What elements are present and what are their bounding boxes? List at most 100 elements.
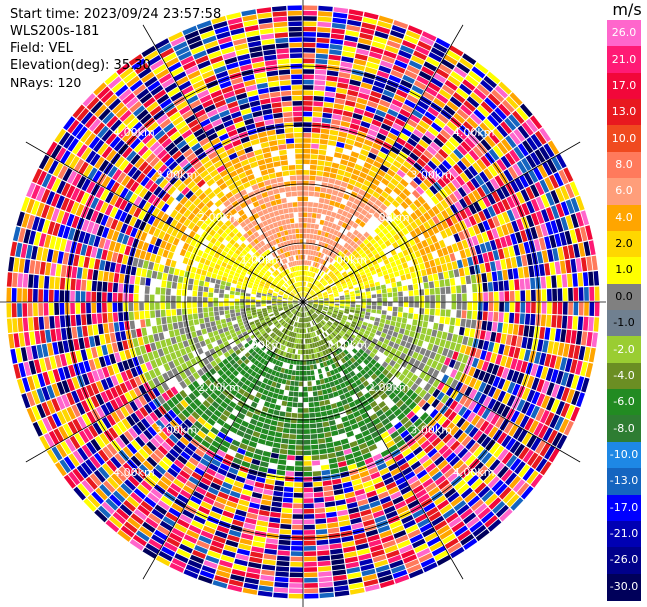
velocity-gate — [318, 576, 333, 583]
velocity-gate — [340, 280, 346, 285]
velocity-gate — [516, 482, 530, 496]
velocity-gate — [239, 345, 246, 352]
velocity-gate — [580, 226, 588, 242]
velocity-gate — [309, 272, 313, 277]
velocity-gate — [553, 172, 564, 187]
velocity-gate — [325, 193, 332, 200]
velocity-gate — [243, 372, 250, 379]
velocity-gate — [322, 389, 328, 395]
velocity-gate — [310, 309, 315, 313]
velocity-gate — [309, 255, 313, 261]
velocity-gate — [516, 218, 525, 231]
velocity-gate — [331, 564, 346, 571]
velocity-gate — [355, 351, 362, 358]
velocity-gate — [328, 420, 336, 426]
velocity-gate — [502, 490, 516, 504]
velocity-gate — [437, 459, 449, 470]
velocity-gate — [409, 230, 417, 238]
velocity-gate — [303, 328, 305, 334]
velocity-gate — [343, 105, 355, 112]
velocity-gate — [528, 169, 539, 183]
velocity-gate — [457, 187, 467, 198]
velocity-gate — [390, 30, 405, 39]
velocity-gate — [287, 396, 293, 402]
velocity-gate — [358, 201, 366, 209]
velocity-gate — [346, 238, 353, 244]
velocity-gate — [427, 367, 435, 376]
velocity-gate — [365, 339, 372, 345]
velocity-gate — [323, 220, 329, 227]
velocity-gate — [348, 401, 356, 408]
velocity-gate — [346, 566, 361, 574]
velocity-gate — [388, 256, 395, 263]
velocity-gate — [304, 561, 317, 567]
velocity-gate — [214, 575, 229, 584]
velocity-gate — [366, 490, 377, 498]
velocity-gate — [289, 313, 293, 318]
velocity-gate — [334, 328, 340, 334]
velocity-gate — [86, 411, 97, 424]
velocity-gate — [352, 281, 358, 286]
velocity-gate — [219, 559, 233, 568]
velocity-gate — [303, 212, 308, 218]
velocity-gate — [531, 455, 543, 470]
velocity-gate — [376, 486, 387, 495]
velocity-gate — [157, 374, 165, 384]
velocity-gate — [456, 293, 462, 302]
velocity-gate — [259, 328, 265, 333]
velocity-gate — [181, 362, 188, 371]
velocity-gate — [376, 132, 387, 141]
velocity-gate — [286, 311, 291, 315]
velocity-gate — [436, 265, 443, 273]
velocity-gate — [352, 168, 361, 176]
velocity-gate — [317, 21, 332, 28]
velocity-gate — [426, 506, 439, 517]
velocity-gate — [217, 491, 229, 500]
velocity-gate — [217, 405, 225, 413]
velocity-gate — [322, 225, 328, 232]
velocity-gate — [418, 314, 424, 321]
velocity-gate — [457, 529, 472, 542]
velocity-gate — [414, 250, 421, 258]
velocity-gate — [436, 524, 451, 536]
velocity-gate — [305, 323, 307, 328]
velocity-gate — [375, 564, 390, 573]
velocity-gate — [329, 49, 342, 56]
velocity-gate — [197, 302, 203, 308]
velocity-gate — [345, 30, 360, 37]
velocity-gate — [253, 360, 260, 366]
velocity-gate — [245, 299, 250, 302]
velocity-gate — [406, 564, 422, 574]
velocity-gate — [319, 314, 324, 319]
velocity-gate — [429, 408, 439, 419]
velocity-gate — [285, 380, 291, 386]
velocity-gate — [192, 549, 206, 559]
velocity-gate — [329, 346, 335, 352]
velocity-gate — [268, 430, 276, 437]
velocity-gate — [91, 223, 100, 235]
velocity-gate — [356, 493, 367, 501]
velocity-gate — [278, 454, 287, 460]
velocity-gate — [547, 249, 554, 262]
velocity-gate — [160, 475, 172, 487]
velocity-gate — [169, 419, 180, 430]
velocity-gate — [410, 414, 419, 424]
velocity-gate — [366, 355, 373, 362]
velocity-gate — [539, 442, 551, 457]
velocity-gate — [416, 242, 424, 250]
velocity-gate — [322, 350, 327, 356]
velocity-gate — [260, 364, 266, 371]
velocity-gate — [492, 128, 504, 141]
velocity-gate — [153, 263, 160, 272]
velocity-gate — [222, 549, 236, 558]
velocity-gate — [400, 201, 409, 210]
velocity-gate — [542, 340, 549, 353]
velocity-gate — [66, 213, 75, 227]
velocity-gate — [257, 438, 266, 445]
velocity-gate — [438, 479, 450, 490]
velocity-gate — [337, 220, 344, 227]
velocity-gate — [493, 462, 505, 475]
velocity-gate — [421, 135, 433, 145]
velocity-gate — [290, 337, 294, 343]
velocity-gate — [111, 230, 120, 242]
